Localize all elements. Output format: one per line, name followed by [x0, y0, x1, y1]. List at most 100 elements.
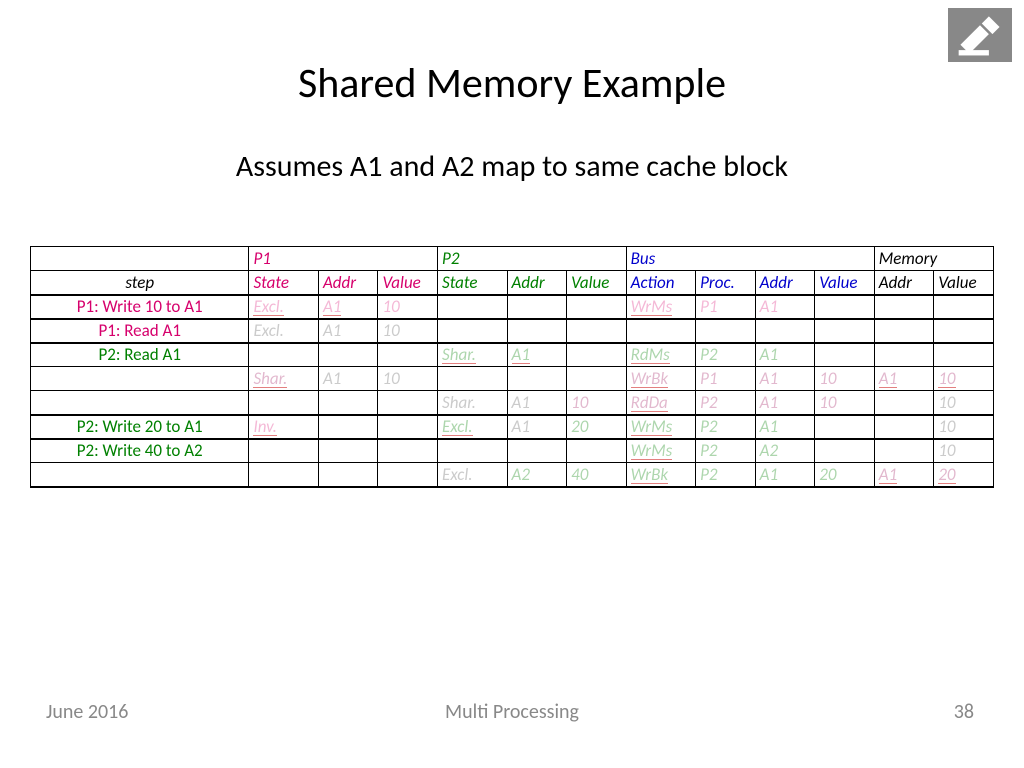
column-header-cell: Value	[934, 271, 994, 295]
table-cell: Excl.	[438, 463, 508, 487]
institution-logo	[948, 8, 1012, 62]
table-cell	[934, 343, 994, 367]
table-cell	[507, 295, 567, 319]
table-cell	[507, 319, 567, 343]
table-row: Excl.A240WrBkP2A120A120	[31, 463, 994, 487]
table-cell	[438, 367, 508, 391]
table-cell	[696, 319, 756, 343]
table-cell	[934, 319, 994, 343]
table-cell	[31, 367, 249, 391]
table-row: P2: Write 20 to A1Inv.Excl.A120WrMsP2A11…	[31, 415, 994, 439]
table-row: P1: Read A1Excl.A110	[31, 319, 994, 343]
table-cell: P2	[696, 439, 756, 463]
table-cell: P2	[696, 343, 756, 367]
table-cell: A1	[507, 343, 567, 367]
table-column-header: stepStateAddrValueStateAddrValueActionPr…	[31, 271, 994, 295]
column-header-cell: Value	[815, 271, 875, 295]
table-cell	[378, 439, 438, 463]
table-cell	[438, 295, 508, 319]
table-cell: RdDa	[626, 391, 696, 415]
table-cell	[567, 439, 627, 463]
column-header-cell: Value	[378, 271, 438, 295]
table-cell: Excl.	[249, 295, 319, 319]
table-cell: RdMs	[626, 343, 696, 367]
table-cell: 40	[567, 463, 627, 487]
table-group-header: P1P2BusMemory	[31, 247, 994, 271]
table-cell: 10	[378, 367, 438, 391]
table-cell	[815, 415, 875, 439]
table-cell: WrMs	[626, 415, 696, 439]
table-cell	[874, 391, 934, 415]
table-row: P1: Write 10 to A1Excl.A110WrMsP1A1	[31, 295, 994, 319]
table-cell: A1	[507, 415, 567, 439]
table-cell	[567, 295, 627, 319]
table-cell: A1	[318, 319, 378, 343]
slide-title: Shared Memory Example	[0, 58, 1024, 109]
table-cell	[507, 439, 567, 463]
table-cell: 10	[378, 295, 438, 319]
group-header-cell	[31, 247, 249, 271]
table-cell: Excl.	[438, 415, 508, 439]
group-header-cell: P1	[249, 247, 438, 271]
table-cell: 20	[815, 463, 875, 487]
table-cell: A2	[755, 439, 815, 463]
table-row: P2: Write 40 to A2WrMsP2A210	[31, 439, 994, 463]
table-cell: A1	[755, 415, 815, 439]
table-cell: WrMs	[626, 439, 696, 463]
table-cell	[874, 415, 934, 439]
table-cell: WrBk	[626, 463, 696, 487]
table-cell: A1	[755, 391, 815, 415]
column-header-cell: State	[438, 271, 508, 295]
column-header-cell: Action	[626, 271, 696, 295]
table-cell	[874, 439, 934, 463]
footer-center: Multi Processing	[0, 700, 1024, 724]
column-header-cell: Addr	[507, 271, 567, 295]
table-cell: P1: Write 10 to A1	[31, 295, 249, 319]
table-cell	[874, 295, 934, 319]
table-cell: Shar.	[249, 367, 319, 391]
table-cell	[249, 391, 319, 415]
table-cell	[567, 343, 627, 367]
table-cell: A1	[755, 295, 815, 319]
table-cell	[31, 391, 249, 415]
table-cell: 10	[567, 391, 627, 415]
table-row: P2: Read A1Shar.A1RdMsP2A1	[31, 343, 994, 367]
table-cell: P2	[696, 391, 756, 415]
table-cell	[318, 463, 378, 487]
table-cell: Shar.	[438, 391, 508, 415]
group-header-cell: P2	[438, 247, 627, 271]
table-cell	[815, 343, 875, 367]
column-header-cell: State	[249, 271, 319, 295]
table-cell	[318, 391, 378, 415]
table-cell: P2: Write 20 to A1	[31, 415, 249, 439]
table-cell	[815, 295, 875, 319]
table-cell	[31, 463, 249, 487]
table-cell: A1	[755, 463, 815, 487]
group-header-cell: Bus	[626, 247, 874, 271]
table-cell: 20	[934, 463, 994, 487]
table-cell: Inv.	[249, 415, 319, 439]
table-cell: 10	[934, 439, 994, 463]
table-cell	[438, 319, 508, 343]
table-cell	[438, 439, 508, 463]
table-cell	[249, 463, 319, 487]
group-header-cell: Memory	[874, 247, 993, 271]
table-cell	[318, 415, 378, 439]
slide: { "title": "Shared Memory Example", "sub…	[0, 0, 1024, 768]
table-cell	[567, 367, 627, 391]
table-cell	[318, 343, 378, 367]
table-cell: 20	[567, 415, 627, 439]
column-header-cell: Proc.	[696, 271, 756, 295]
column-header-cell: step	[31, 271, 249, 295]
table-cell: P2	[696, 463, 756, 487]
table-cell: 10	[815, 391, 875, 415]
table-cell	[815, 319, 875, 343]
table-cell: Excl.	[249, 319, 319, 343]
table-cell	[378, 343, 438, 367]
column-header-cell: Addr	[318, 271, 378, 295]
table-cell: A1	[507, 391, 567, 415]
table-cell: P1	[696, 295, 756, 319]
table-cell: 10	[934, 367, 994, 391]
table-cell: Shar.	[438, 343, 508, 367]
table-cell: A2	[507, 463, 567, 487]
